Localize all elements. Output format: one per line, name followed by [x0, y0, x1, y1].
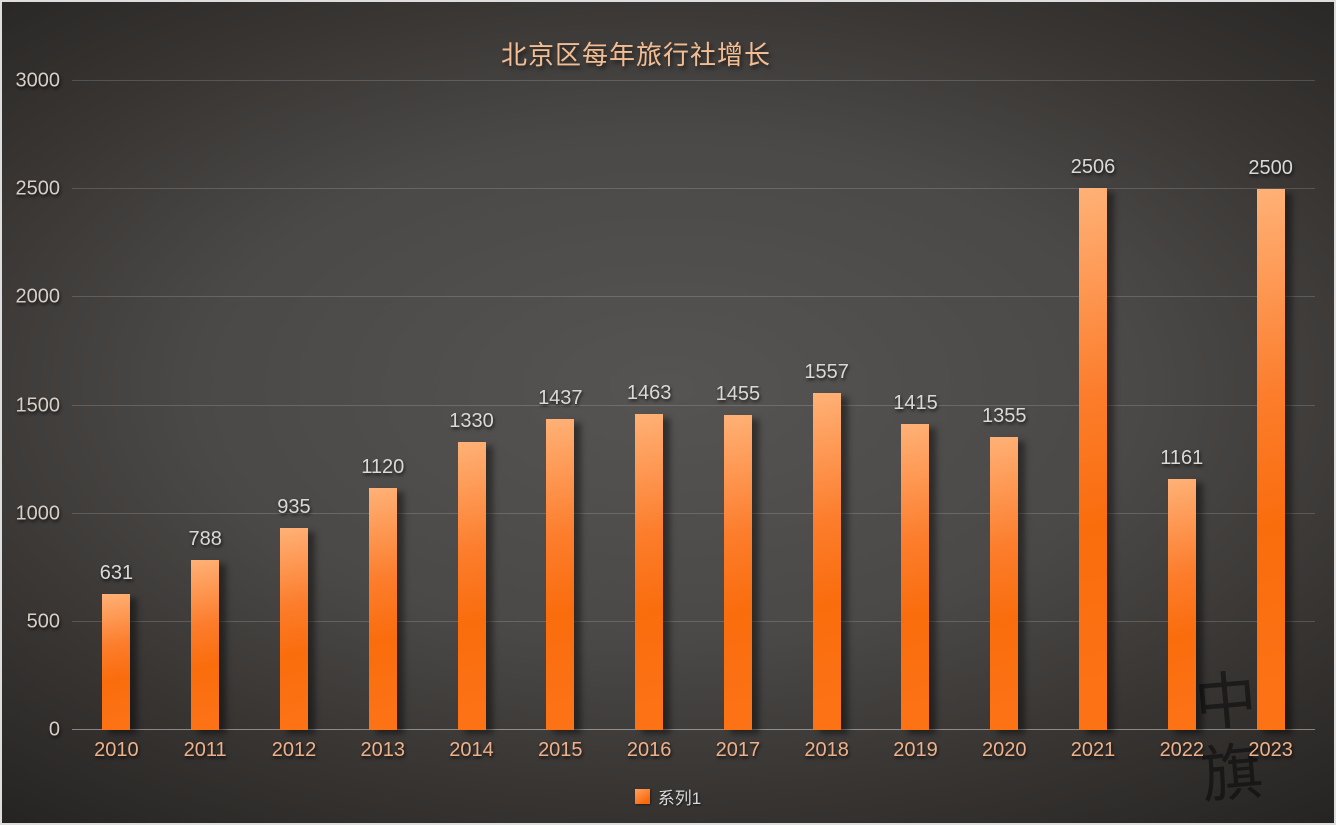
y-axis-label-3000: 3000 [15, 69, 61, 92]
x-axis-label-2012: 2012 [271, 739, 317, 761]
legend: 系列1 [2, 784, 1334, 809]
legend-swatch-icon [634, 789, 650, 804]
bar-2018 [812, 393, 841, 730]
x-axis-label-2021: 2021 [1070, 739, 1116, 761]
x-axis-label-2015: 2015 [538, 739, 583, 761]
bar-value-label-2011: 788 [188, 527, 222, 550]
plot-area: 631 788 935 1120 1330 1437 1463 1455 1557 1415 135… [72, 80, 1315, 730]
bar-2017 [723, 415, 752, 730]
y-axis-label-0: 0 [48, 718, 60, 741]
bar-value-label-2018: 1557 [804, 361, 849, 384]
y-axis-label-1500: 1500 [15, 394, 61, 416]
x-axis-label-2010: 2010 [94, 739, 139, 761]
bar-2014 [457, 442, 486, 730]
gridline-0 [72, 729, 1315, 730]
bar-2010 [102, 593, 131, 730]
x-axis-label-2018: 2018 [804, 739, 849, 761]
bar-value-label-2021: 2506 [1070, 155, 1116, 178]
gridline-500 [72, 620, 1315, 622]
bar-2021 [1079, 187, 1108, 730]
bar-2020 [990, 436, 1019, 730]
x-axis-label-2017: 2017 [715, 739, 761, 761]
gridline-2500 [72, 188, 1315, 190]
x-axis-label-2016: 2016 [626, 739, 672, 761]
bar-value-label-2017: 1455 [715, 383, 761, 406]
bar-value-label-2010: 631 [99, 561, 134, 584]
x-axis-label-2011: 2011 [183, 739, 227, 761]
x-axis-label-2013: 2013 [360, 739, 406, 761]
bar-value-label-2023: 2500 [1248, 157, 1293, 180]
y-axis: 0 500 1000 1500 2000 2500 3000 [2, 70, 62, 741]
bar-value-label-2015: 1437 [538, 387, 583, 410]
bar-value-label-2020: 1355 [982, 404, 1027, 427]
x-axis: 2010 2011 2012 2013 2014 2015 2016 2017 2018 2019… [72, 739, 1315, 769]
x-axis-label-2022: 2022 [1159, 739, 1205, 761]
bar-2016 [635, 413, 664, 730]
gridline-3000 [72, 80, 1315, 81]
x-axis-label-2014: 2014 [449, 739, 494, 761]
y-axis-label-2500: 2500 [15, 177, 61, 200]
gridline-1000 [72, 512, 1315, 514]
y-axis-label-500: 500 [26, 610, 60, 633]
bar-value-label-2019: 1415 [893, 391, 938, 414]
bar-value-label-2014: 1330 [449, 410, 494, 433]
bar-2012 [279, 527, 308, 730]
x-axis-label-2020: 2020 [982, 739, 1027, 761]
bar-2019 [901, 423, 930, 730]
bar-value-label-2016: 1463 [626, 381, 672, 404]
bar-2013 [368, 487, 397, 730]
x-axis-label-2023: 2023 [1248, 739, 1293, 761]
legend-series-label: 系列1 [657, 789, 702, 808]
bar-2015 [546, 419, 575, 730]
y-axis-label-2000: 2000 [15, 285, 61, 308]
bar-2011 [191, 559, 220, 730]
bar-value-label-2012: 935 [277, 495, 311, 518]
bar-value-label-2022: 1161 [1160, 446, 1204, 469]
gridline-1500 [72, 404, 1315, 406]
y-axis-label-1000: 1000 [15, 502, 61, 525]
gridline-2000 [72, 296, 1315, 298]
chart-title: 北京区每年旅行社增长 [500, 40, 771, 70]
bar-value-label-2013: 1120 [361, 455, 405, 478]
bar-2022 [1167, 478, 1196, 730]
x-axis-label-2019: 2019 [893, 739, 938, 761]
bar-2023 [1256, 189, 1285, 730]
